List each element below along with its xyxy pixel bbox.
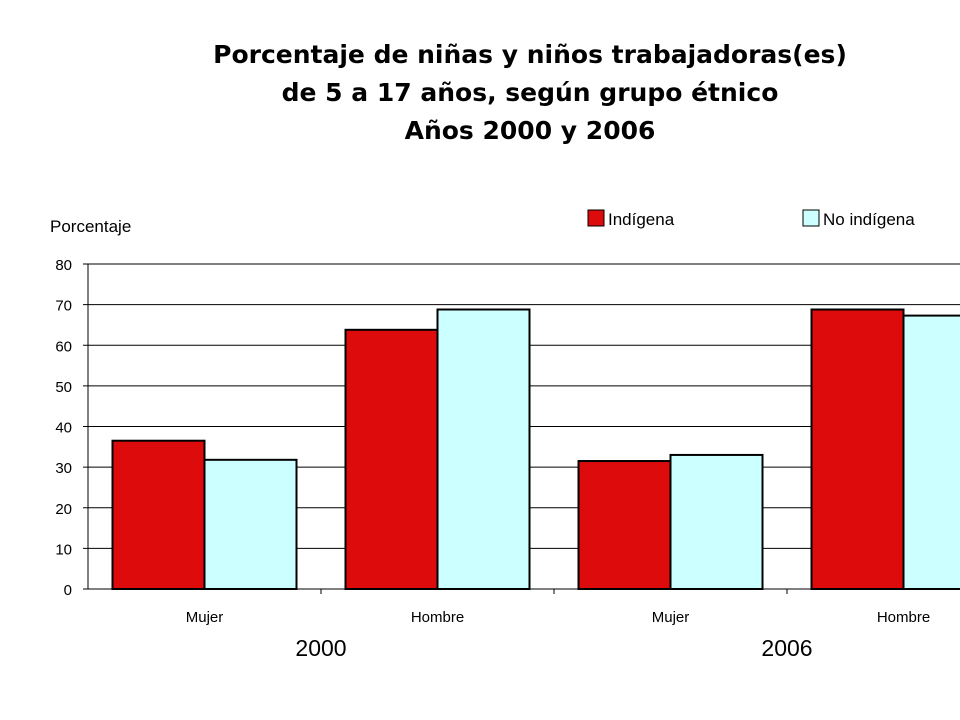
title-line-1: Porcentaje de niñas y niños trabajadoras… bbox=[213, 40, 847, 69]
group-label-year: 2000 bbox=[295, 635, 346, 661]
legend-swatch bbox=[587, 209, 605, 227]
legend-label: Indígena bbox=[608, 210, 675, 229]
bar-indigena bbox=[577, 460, 672, 590]
y-tick-label: 50 bbox=[55, 379, 72, 396]
x-tick-label: Hombre bbox=[411, 609, 464, 626]
bar-no-indigena bbox=[669, 453, 764, 590]
y-tick-label: 60 bbox=[55, 338, 72, 355]
bar-no-indigena bbox=[902, 314, 960, 590]
bar-indigena bbox=[111, 439, 206, 590]
y-tick-label: 30 bbox=[55, 460, 72, 477]
x-tick-label: Mujer bbox=[186, 609, 224, 626]
y-tick-label: 10 bbox=[55, 541, 72, 558]
legend-label: No indígena bbox=[823, 210, 915, 229]
title-line-3: Años 2000 y 2006 bbox=[404, 116, 656, 145]
y-tick-label: 0 bbox=[64, 582, 72, 599]
y-tick-label: 20 bbox=[55, 501, 72, 518]
group-label-year: 2006 bbox=[761, 635, 812, 661]
legend-swatch bbox=[802, 209, 820, 227]
y-tick-label: 40 bbox=[55, 420, 72, 437]
bar-no-indigena bbox=[436, 308, 531, 590]
chart-title: Porcentaje de niñas y niños trabajadoras… bbox=[0, 36, 960, 150]
y-axis-title: Porcentaje bbox=[50, 217, 131, 236]
x-tick-label: Mujer bbox=[652, 609, 690, 626]
y-tick-label: 70 bbox=[55, 298, 72, 315]
title-line-2: de 5 a 17 años, según grupo étnico bbox=[281, 78, 779, 107]
y-tick-label: 80 bbox=[55, 257, 72, 274]
x-tick-label: Hombre bbox=[877, 609, 930, 626]
bar-indigena bbox=[344, 328, 439, 590]
bar-no-indigena bbox=[203, 458, 298, 590]
bar-indigena bbox=[810, 308, 905, 590]
